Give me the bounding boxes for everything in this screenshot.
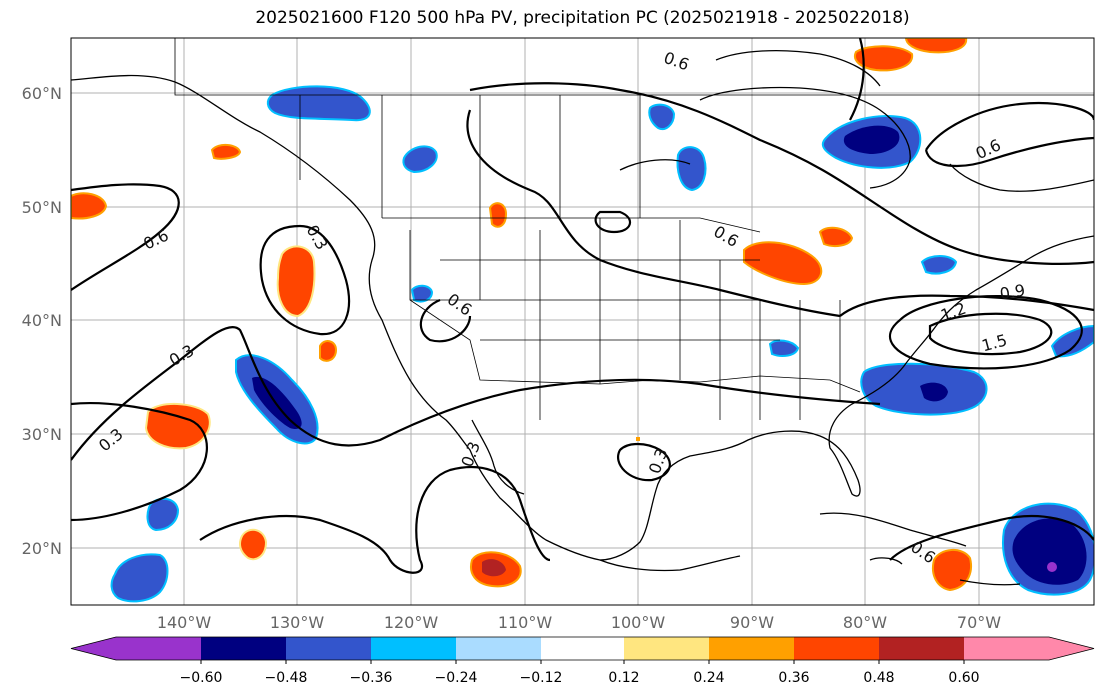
precip-core-southeast [920, 382, 948, 402]
lon-label: 90°W [730, 613, 774, 632]
negative-precip-areas [110, 85, 1094, 603]
colorbar-outline [70, 636, 1095, 661]
pv-contour-0.6-northeast2 [924, 136, 1094, 167]
colorbar-tick-label: 0.36 [778, 670, 809, 686]
lon-label: 100°W [611, 613, 666, 632]
latitude-labels: 60°N 50°N 40°N 30°N 20°N [22, 84, 62, 558]
colorbar-segment [624, 637, 709, 660]
precip-blob-atlantic [1050, 324, 1094, 358]
precip-blob-pacific-w [144, 402, 211, 450]
colorbar-segment [201, 637, 286, 660]
precip-blob-tennessee [768, 339, 800, 357]
pv-contour-0.6-northeast [925, 102, 1094, 151]
colorbar-tick-label: −0.60 [180, 670, 223, 686]
precip-blob-calif-offshore [319, 340, 338, 362]
pv-contour-0.3-south [71, 402, 209, 522]
gridlines [71, 38, 1094, 605]
colorbar-segment [964, 637, 1094, 660]
precip-blob-idaho [488, 202, 508, 228]
lat-label: 20°N [22, 539, 62, 558]
precip-blob-newengland [920, 255, 958, 275]
colorbar-segment [879, 637, 964, 660]
pv-contour-0.6-nevada [419, 298, 472, 343]
colorbar-segment [371, 637, 456, 660]
precip-core-caribbean [1012, 518, 1087, 585]
colorbar-tick-label: 0.48 [863, 670, 894, 686]
precip-core-hudson [843, 125, 900, 154]
precip-blob-great-lakes [743, 241, 823, 286]
precip-blob-pacific-sw [110, 553, 169, 603]
lat-label: 60°N [22, 84, 62, 103]
precip-blob-pacific-nw [71, 192, 108, 220]
colorbar-segment [286, 637, 371, 660]
pv-contour-0.3-pacific [71, 325, 881, 461]
chart-title: 2025021600 F120 500 hPa PV, precipitatio… [255, 8, 910, 28]
pv-contour-0.6-loop [466, 109, 841, 318]
lon-label: 80°W [843, 613, 887, 632]
colorbar-tick-label: 0.12 [608, 670, 639, 686]
lat-label: 40°N [22, 311, 62, 330]
colorbar-tick-label: 0.60 [948, 670, 979, 686]
pv-contour-caribbean [889, 514, 1094, 561]
precip-blob-oregon-offshore [276, 245, 316, 318]
precip-blob-ontario [818, 226, 854, 247]
contour-label: 0.9 [998, 280, 1026, 303]
colorbar [70, 636, 1095, 664]
pv-contour-0.6-minnesota [594, 210, 631, 234]
pv-contour-0.6-north [849, 38, 865, 121]
state-borders [174, 38, 1094, 420]
pv-contour-0.3-mexico [199, 466, 551, 574]
colorbar-tick-label: −0.36 [350, 670, 393, 686]
colorbar-segment [794, 637, 879, 660]
pv-contour-1.5-ellipse [928, 312, 1053, 356]
lon-label: 110°W [498, 613, 553, 632]
colorbar-tick-label: −0.48 [265, 670, 308, 686]
colorbar-tick-labels: −0.60 −0.48 −0.36 −0.24 −0.12 0.12 0.24 … [180, 670, 980, 686]
pv-contour-0.9-east [839, 294, 1094, 317]
pv-contour-1.2-ellipse [889, 295, 1083, 370]
colorbar-tick-label: −0.12 [520, 670, 563, 686]
map-area [71, 38, 1094, 605]
precip-blob-quebec-north [904, 38, 968, 54]
lon-label: 130°W [270, 613, 325, 632]
precip-dot-gulf [636, 437, 640, 441]
lat-label: 50°N [22, 198, 62, 217]
lat-label: 30°N [22, 425, 62, 444]
longitude-labels: 140°W 130°W 120°W 110°W 100°W 90°W 80°W … [157, 613, 1001, 632]
precip-blob-nevada [410, 284, 434, 303]
colorbar-segment [456, 637, 541, 660]
precip-blob-pacific-s2 [239, 528, 268, 561]
colorbar-segment [71, 637, 201, 660]
colorbar-segment [709, 637, 794, 660]
precip-extreme-caribbean [1047, 562, 1057, 572]
pv-contours [71, 38, 1094, 574]
pv-contour-0.6-central [469, 82, 1094, 265]
colorbar-segment [541, 637, 624, 660]
lon-label: 120°W [384, 613, 439, 632]
precip-blob-gulf-alaska [210, 144, 242, 160]
precip-blob-nunavut [648, 103, 676, 130]
pv-contour-0.6-west [71, 183, 180, 291]
pv-contour-0.3-gulf [617, 442, 671, 482]
colorbar-tick-label: 0.24 [693, 670, 724, 686]
lon-label: 140°W [157, 613, 212, 632]
precip-blob-pacific-s [146, 497, 180, 532]
pv-contour-0.3-oregon [259, 224, 350, 336]
lon-label: 70°W [957, 613, 1001, 632]
precip-blob-hudson-north [854, 45, 914, 72]
precip-core-mexico-offshore [482, 559, 506, 577]
colorbar-tick-label: −0.24 [435, 670, 478, 686]
coastlines [71, 49, 1094, 586]
precip-blob-bc [402, 145, 438, 174]
map-frame [70, 37, 1095, 606]
precip-blob-manitoba [676, 146, 707, 192]
